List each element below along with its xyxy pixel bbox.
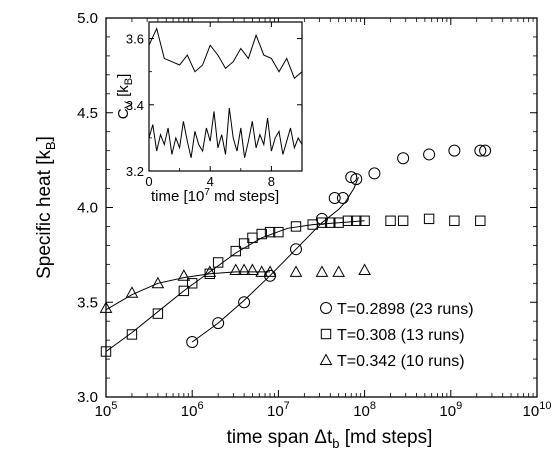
x-axis-title: time span Δtb [md steps] bbox=[227, 427, 433, 449]
legend: T=0.2898 (23 runs) T=0.308 (13 runs) T=0.3… bbox=[319, 301, 474, 370]
data-point-triangle bbox=[263, 265, 277, 277]
inset-y-title: CV [kB] bbox=[115, 74, 135, 120]
x-tick-label: 107 bbox=[267, 400, 290, 420]
data-point-circle bbox=[448, 144, 461, 157]
data-point-square bbox=[475, 215, 486, 226]
x-tick-label: 106 bbox=[181, 400, 204, 420]
data-point-circle bbox=[423, 148, 436, 161]
x-tick-label: 108 bbox=[353, 400, 376, 420]
data-point-circle bbox=[368, 167, 381, 180]
data-point-triangle bbox=[99, 301, 113, 313]
series-circle bbox=[186, 144, 492, 349]
legend-marker-square bbox=[320, 328, 332, 340]
data-point-square bbox=[152, 308, 164, 319]
y-tick-label: 3.5 bbox=[77, 294, 98, 311]
legend-marker-triangle bbox=[319, 353, 333, 365]
data-point-square bbox=[256, 228, 267, 240]
data-point-triangle bbox=[203, 265, 217, 277]
data-point-square bbox=[178, 285, 190, 297]
y-axis-title: Specific heat [kB] bbox=[34, 136, 58, 279]
data-point-circle bbox=[474, 144, 487, 157]
legend-marker-circle bbox=[320, 302, 332, 314]
fit-line-triangle bbox=[105, 271, 270, 311]
data-point-triangle bbox=[315, 265, 329, 277]
data-point-triangle bbox=[246, 263, 259, 276]
inset-x-title: time [107 md steps] bbox=[151, 187, 279, 205]
y-tick-label: 5.0 bbox=[77, 10, 98, 27]
data-point-triangle bbox=[125, 286, 139, 298]
data-point-circle bbox=[289, 243, 302, 256]
data-point-square bbox=[290, 221, 302, 232]
y-tick-label: 4.0 bbox=[77, 200, 98, 217]
data-point-triangle bbox=[255, 265, 269, 277]
data-point-circle bbox=[479, 144, 492, 157]
data-point-circle bbox=[345, 171, 358, 184]
fit-line-square bbox=[105, 220, 365, 352]
legend-label: T=0.342 (10 runs) bbox=[337, 353, 465, 370]
data-point-triangle bbox=[237, 263, 251, 276]
main-plot: 105 106 107 108 109 1010 3.0 3.5 4.0 4.5 5.0 time s… bbox=[34, 10, 551, 449]
data-point-square bbox=[273, 226, 284, 238]
data-point-circle bbox=[397, 152, 410, 165]
legend-label: T=0.308 (13 runs) bbox=[337, 327, 465, 344]
x-tick-label: 105 bbox=[95, 400, 118, 420]
data-point-circle bbox=[350, 173, 363, 186]
inset-y-tick-label: 3.2 bbox=[126, 164, 144, 179]
inset-x-tick-label: 0 bbox=[145, 174, 152, 189]
data-point-triangle bbox=[358, 263, 371, 276]
data-point-square bbox=[351, 215, 362, 226]
data-point-square bbox=[423, 213, 435, 225]
data-point-circle bbox=[238, 296, 251, 309]
data-point-square bbox=[264, 226, 276, 238]
data-point-square bbox=[100, 346, 112, 357]
data-point-square bbox=[230, 245, 241, 257]
inset-x-tick-label: 4 bbox=[207, 174, 214, 189]
data-point-circle bbox=[186, 336, 199, 349]
data-point-square bbox=[359, 215, 370, 226]
inset-frame bbox=[148, 21, 303, 172]
data-point-square bbox=[342, 215, 354, 226]
data-point-triangle bbox=[229, 263, 243, 276]
inset-series-line bbox=[148, 108, 303, 158]
data-point-square bbox=[212, 257, 224, 268]
inset-plot: 0 4 8 3.2 3.4 3.6 time [107 md steps] CV [kB] bbox=[115, 21, 303, 205]
data-point-square bbox=[397, 215, 409, 226]
x-tick-label: 1010 bbox=[523, 400, 552, 420]
data-point-square bbox=[449, 215, 460, 226]
x-tick-label: 109 bbox=[439, 400, 462, 420]
inset-x-tick-label: 8 bbox=[268, 174, 275, 189]
y-tick-label: 3.0 bbox=[77, 389, 98, 406]
legend-label: T=0.2898 (23 runs) bbox=[337, 301, 474, 318]
data-point-circle bbox=[328, 192, 341, 205]
y-tick-label: 4.5 bbox=[77, 105, 98, 122]
data-point-triangle bbox=[332, 265, 345, 277]
data-point-triangle bbox=[151, 276, 165, 289]
fit-line-circle bbox=[191, 177, 359, 343]
inset-y-tick-label: 3.4 bbox=[126, 98, 144, 113]
inset-y-tick-label: 3.6 bbox=[126, 32, 144, 47]
data-point-square bbox=[325, 217, 336, 228]
data-point-square bbox=[385, 215, 396, 226]
data-point-triangle bbox=[177, 269, 191, 281]
data-point-square bbox=[187, 278, 198, 289]
data-point-square bbox=[126, 329, 138, 340]
data-point-square bbox=[316, 217, 328, 228]
inset-series-line bbox=[148, 27, 303, 80]
series-square bbox=[100, 213, 486, 357]
data-point-square bbox=[238, 238, 250, 249]
data-point-circle bbox=[212, 317, 225, 330]
data-point-triangle bbox=[289, 265, 303, 277]
series-triangle bbox=[99, 263, 371, 313]
data-point-circle bbox=[336, 192, 349, 205]
